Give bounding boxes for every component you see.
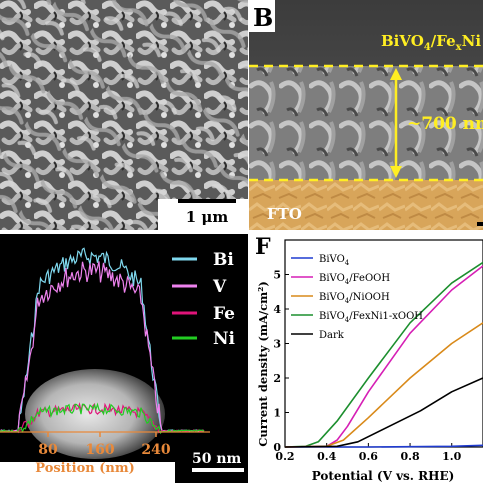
legend-ni: Ni — [213, 329, 236, 349]
panel-a-sem-top-view: 1 μm — [0, 0, 248, 230]
legend-label: BiVO4/FexNi1-xOOH — [319, 311, 423, 324]
x-tick-label: 0.2 — [275, 450, 294, 463]
legend-label: BiVO4/NiOOH — [319, 292, 390, 305]
x-tick-label: 0.8 — [400, 450, 419, 463]
legend-label: BiVO4 — [319, 254, 350, 267]
panel-f-letter: F — [255, 234, 271, 260]
lsv-chart: F Current density (mA/cm²) Potential (V … — [249, 234, 483, 483]
scalebar-line — [192, 468, 244, 472]
y-tick-label: 5 — [273, 269, 281, 282]
legend-fe: Fe — [213, 304, 235, 324]
legend-label: BiVO4/FeOOH — [319, 273, 390, 286]
nanoparticle — [25, 369, 165, 459]
y-tick-label: 0 — [273, 441, 281, 454]
x-tick-label: 0.4 — [317, 450, 336, 463]
sem-cross-section-image: B BiVO4/FexNi ~700 nm FTO — [249, 0, 483, 230]
scalebar-label: 1 μm — [186, 208, 229, 226]
y-axis-label: Current density (mA/cm²) — [256, 281, 270, 447]
eds-linescan-image: 80 160 240 Position (nm) 50 nm Bi V Fe N… — [0, 234, 248, 483]
panel-b-sem-cross-section: B BiVO4/FexNi ~700 nm FTO — [249, 0, 483, 230]
sem-top-image: 1 μm — [0, 0, 248, 230]
panel-e-eds-linescan: 80 160 240 Position (nm) 50 nm Bi V Fe N… — [0, 234, 248, 483]
x-axis-label: Position (nm) — [35, 461, 134, 476]
legend-bi: Bi — [213, 250, 234, 270]
scalebar-line — [178, 199, 236, 203]
x-tick-label: 0.6 — [359, 450, 378, 463]
y-tick-label: 1 — [273, 407, 281, 420]
panel-f-lsv-chart: F Current density (mA/cm²) Potential (V … — [249, 234, 483, 483]
y-tick-label: 4 — [273, 303, 281, 316]
x-tick-label: 1.0 — [442, 450, 461, 463]
x-tick-label: 160 — [85, 442, 114, 458]
fto-label: FTO — [267, 205, 302, 223]
panel-b-letter: B — [253, 3, 273, 32]
eds-trace — [0, 402, 205, 435]
legend-label: Dark — [319, 330, 345, 341]
y-tick-label: 3 — [273, 338, 281, 351]
series-line — [284, 377, 483, 448]
scalebar-label: 50 nm — [192, 451, 242, 467]
y-tick-label: 2 — [273, 372, 281, 385]
x-axis-label: Potential (V vs. RHE) — [312, 469, 455, 483]
film-label: BiVO4/FexNi — [381, 32, 481, 53]
x-tick-label: 240 — [141, 442, 170, 458]
x-tick-label: 80 — [38, 442, 58, 458]
series-line — [284, 261, 483, 448]
legend-v: V — [212, 277, 227, 297]
thickness-label: ~700 nm — [407, 114, 483, 134]
